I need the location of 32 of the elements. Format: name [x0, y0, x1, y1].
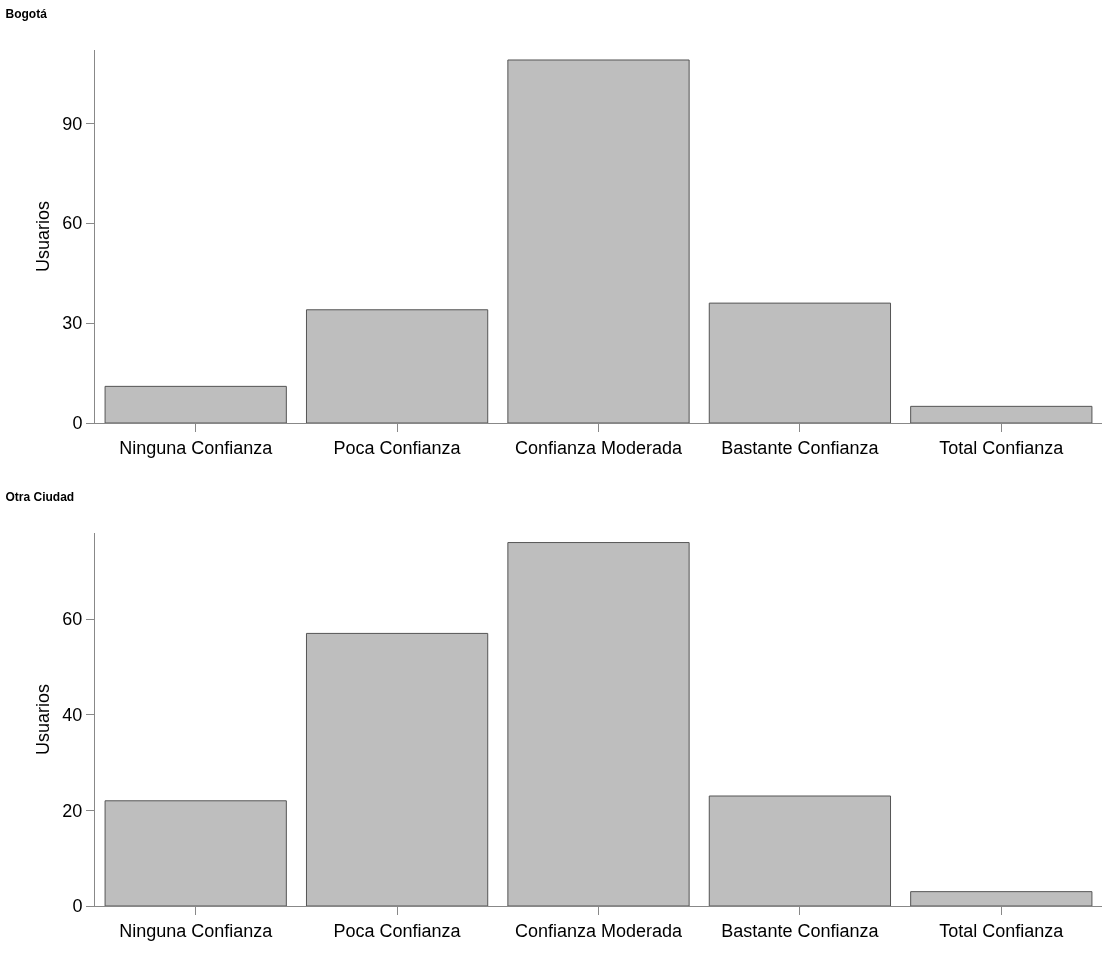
x-tick-label: Ninguna Confianza: [119, 437, 274, 458]
y-tick-label: 30: [62, 313, 83, 334]
bar: [910, 405, 1093, 423]
x-tick-label: Poca Confianza: [333, 920, 462, 941]
chart-title: Otra Ciudad: [5, 490, 75, 505]
x-tick-label: Ninguna Confianza: [119, 920, 274, 941]
x-tick-label: Bastante Confianza: [721, 920, 880, 941]
x-tick-label: Total Confianza: [939, 920, 1065, 941]
bar: [507, 59, 690, 423]
bar: [104, 800, 287, 906]
x-tick-label: Confianza Moderada: [514, 920, 684, 941]
y-tick-label: 60: [62, 213, 83, 234]
bar: [507, 542, 690, 906]
y-tick-label: 20: [62, 800, 83, 821]
y-tick-label: 0: [72, 413, 83, 434]
y-tick-label: 90: [62, 113, 83, 134]
bar: [910, 891, 1093, 906]
y-tick-label: 40: [62, 705, 83, 726]
bar: [708, 302, 892, 423]
y-axis-title: Usuarios: [33, 683, 53, 756]
bar: [305, 632, 489, 906]
x-tick-label: Bastante Confianza: [721, 437, 880, 458]
bar: [305, 309, 489, 423]
bar: [104, 385, 287, 423]
y-axis-title: Usuarios: [33, 200, 53, 273]
y-tick-label: 0: [72, 896, 83, 917]
x-tick-label: Confianza Moderada: [514, 437, 684, 458]
bar: [708, 795, 892, 906]
x-tick-label: Poca Confianza: [333, 437, 462, 458]
chart-title: Bogotá: [5, 7, 48, 22]
x-tick-label: Total Confianza: [939, 437, 1065, 458]
y-tick-label: 60: [62, 609, 83, 630]
